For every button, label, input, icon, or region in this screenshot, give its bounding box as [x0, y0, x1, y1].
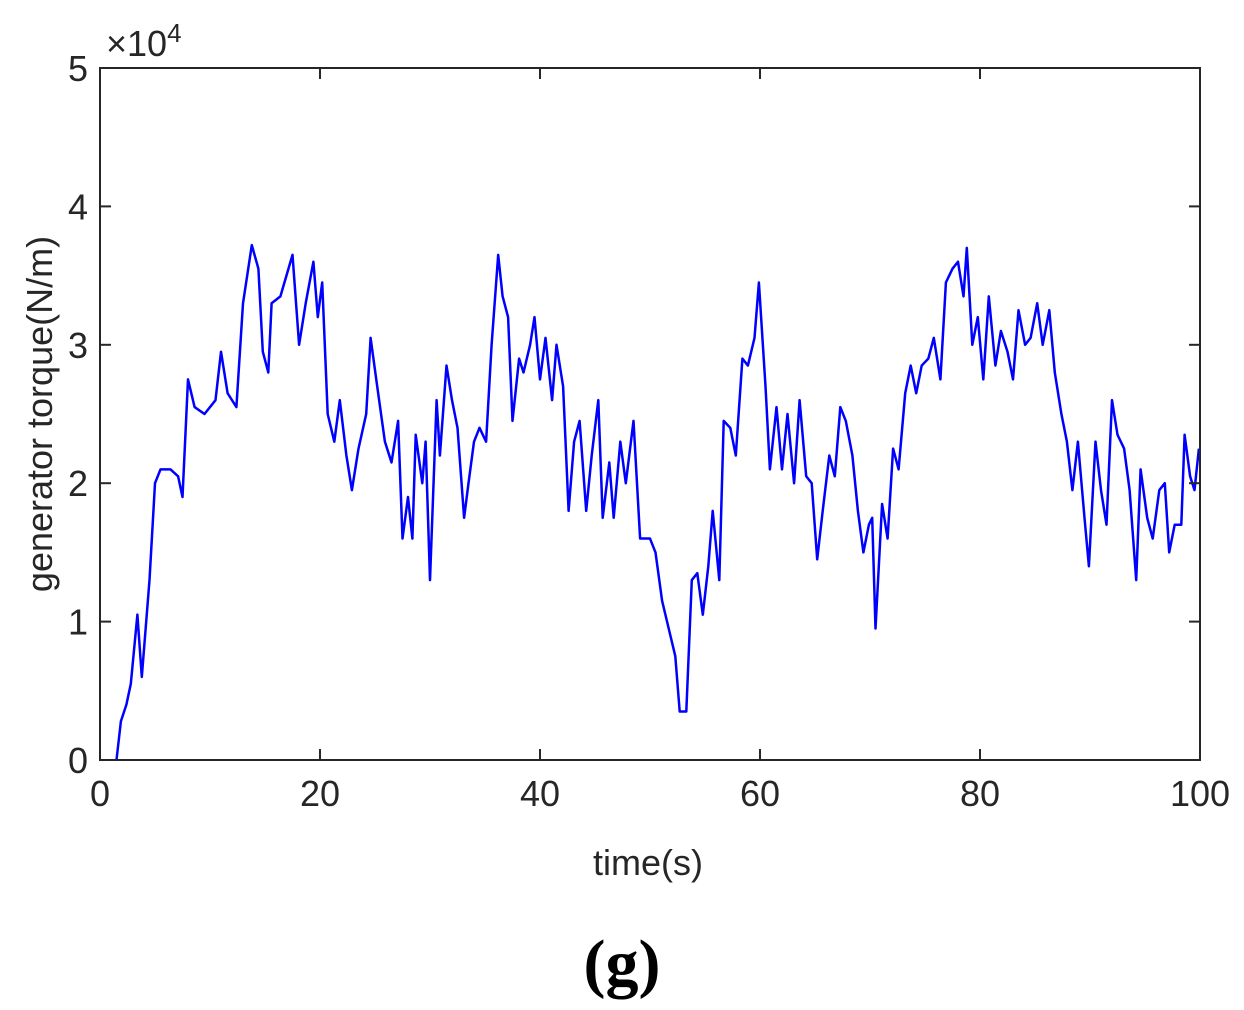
y-axis-label: generator torque(N/m) — [19, 236, 60, 592]
x-tick-label: 100 — [1170, 773, 1230, 814]
x-tick-label: 40 — [520, 773, 560, 814]
y-scale-exponent: 4 — [167, 18, 181, 48]
plot-area — [100, 68, 1200, 760]
y-tick-label: 1 — [68, 602, 88, 643]
caption: (g) — [584, 927, 661, 1000]
x-tick-label: 0 — [90, 773, 110, 814]
data-line — [115, 243, 1201, 761]
y-tick-label: 0 — [68, 740, 88, 781]
y-scale-label: ×104 — [106, 18, 182, 64]
y-tick-label: 3 — [68, 325, 88, 366]
y-tick-label: 2 — [68, 463, 88, 504]
y-scale-base: ×10 — [106, 23, 167, 64]
x-tick-label: 60 — [740, 773, 780, 814]
x-tick-label: 20 — [300, 773, 340, 814]
y-tick-label: 5 — [68, 48, 88, 89]
y-tick-label: 4 — [68, 186, 88, 227]
x-tick-label: 80 — [960, 773, 1000, 814]
axes-box — [99, 67, 1201, 761]
x-axis-label: time(s) — [593, 842, 703, 883]
